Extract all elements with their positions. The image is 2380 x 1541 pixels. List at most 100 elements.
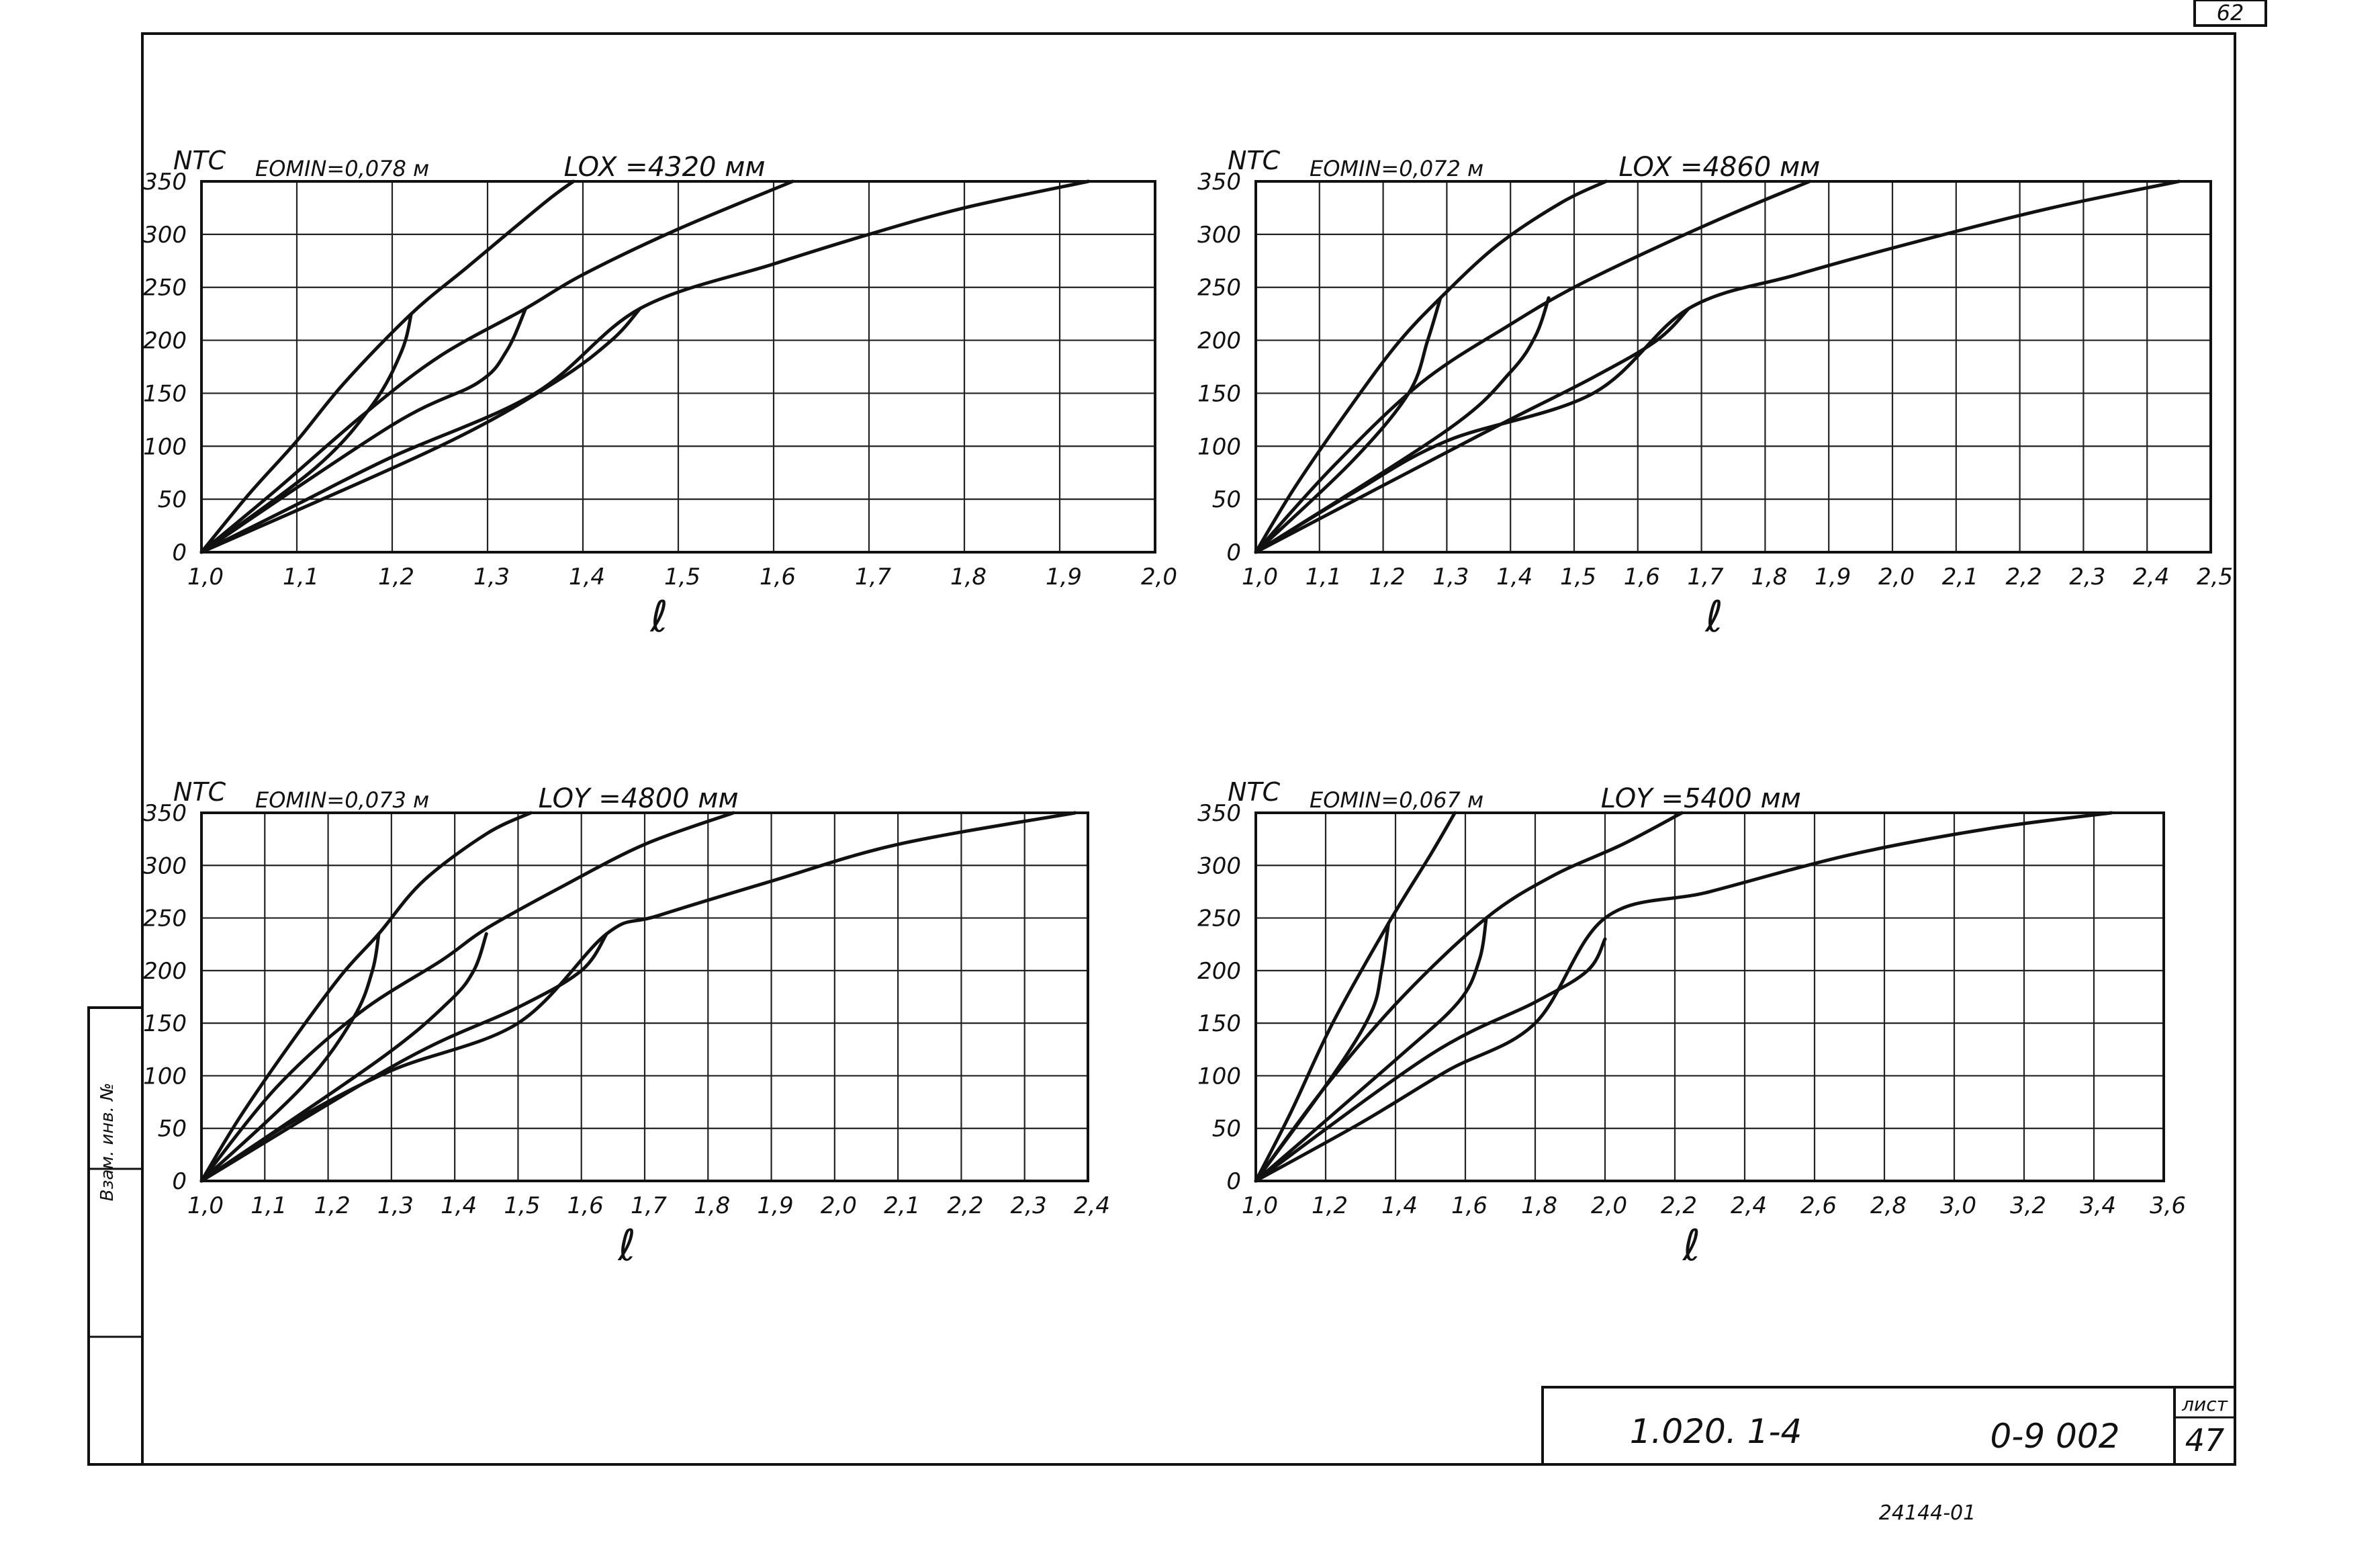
x-tick-label: 1,6	[1451, 1192, 1488, 1219]
x-tick-label: 1,8	[694, 1192, 730, 1219]
x-tick-label: 1,8	[1521, 1192, 1557, 1219]
x-tick-label: 1,4	[441, 1192, 477, 1219]
y-tick-label: 150	[143, 1010, 187, 1037]
side-note: Взам. инв. №	[97, 1083, 118, 1202]
length-label: LOX =4320 мм	[564, 152, 766, 183]
x-tick-label: 1,4	[1381, 1192, 1418, 1219]
x-tick-label: 1,6	[760, 564, 796, 590]
side-strip	[87, 1006, 144, 1466]
x-tick-label: 1,1	[283, 564, 319, 590]
stamp-document-number: 0-9 002	[1990, 1417, 2120, 1456]
x-tick-label: 1,7	[631, 1192, 667, 1219]
x-axis-label: ℓ	[617, 1221, 635, 1271]
series-line-4	[199, 932, 381, 1183]
y-tick-label: 300	[1197, 852, 1241, 879]
series-line-3	[1254, 811, 2113, 1183]
series-line-5	[199, 932, 488, 1183]
y-tick-label: 100	[1197, 433, 1241, 460]
length-label: LOY =4800 мм	[539, 783, 739, 814]
y-tick-label: 350	[143, 169, 187, 195]
y-tick-label: 50	[158, 486, 187, 513]
x-tick-label: 1,7	[1688, 564, 1724, 590]
y-tick-label: 0	[172, 1168, 187, 1195]
x-tick-label: 1,6	[567, 1192, 604, 1219]
x-tick-label: 1,5	[504, 1192, 540, 1219]
series-line-3	[199, 179, 1091, 554]
stamp-sheet-label: лист	[2181, 1393, 2228, 1415]
y-tick-label: 250	[143, 275, 187, 302]
emin-label: EOMIN=0,073 м	[255, 787, 429, 813]
y-tick-label: 0	[172, 539, 187, 566]
series-line-4	[199, 312, 413, 554]
stamp-code: 1.020. 1-4	[1630, 1412, 1802, 1451]
x-tick-label: 2,6	[1800, 1192, 1837, 1219]
emin-label: EOMIN=0,067 м	[1310, 787, 1483, 813]
y-tick-label: 300	[1197, 222, 1241, 249]
x-axis-label: ℓ	[1682, 1221, 1700, 1271]
x-tick-label: 2,3	[1011, 1192, 1047, 1219]
x-tick-label: 2,0	[1591, 1192, 1627, 1219]
series-line-6	[199, 306, 642, 554]
chart-loy-5400: 1,0 1,2 1,4 1,6 1,8 2,0 2,2 2,4 2,6 2,8 3,0 3,2 3,4 3…	[1197, 777, 2186, 1271]
x-tick-label: 1,3	[473, 564, 510, 590]
x-tick-label: 1,7	[855, 564, 891, 590]
chart-lox-4320: 1,0 1,1 1,2 1,3 1,4 1,5 1,6 1,7 1,8 1,9 2,0 0 50 100 1…	[143, 146, 1177, 642]
x-tick-label: 1,5	[1560, 564, 1596, 590]
x-tick-label: 1,4	[1496, 564, 1532, 590]
plot-area	[200, 180, 1156, 554]
grid	[1254, 811, 2165, 1182]
y-axis-label: NТС	[1228, 777, 1281, 807]
y-tick-label: 150	[143, 380, 187, 407]
series-line-5	[199, 306, 528, 554]
x-tick-label: 1,8	[950, 564, 987, 590]
x-tick-label: 2,2	[1661, 1192, 1697, 1219]
plot-area	[200, 811, 1089, 1182]
x-tick-label: 2,4	[1074, 1192, 1110, 1219]
x-tick-label: 2,3	[2069, 564, 2105, 590]
y-tick-label: 300	[143, 852, 187, 879]
y-tick-label: 250	[1197, 275, 1241, 302]
drawing-frame	[141, 32, 2236, 1466]
y-tick-label: 100	[143, 433, 187, 460]
x-tick-label: 2,4	[1731, 1192, 1767, 1219]
grid	[1254, 180, 2212, 554]
y-tick-label: 350	[143, 800, 187, 827]
chart-lox-4860: 1,0 1,1 1,2 1,3 1,4 1,5 1,6 1,7 1,8 1,9 2,0 2,1 2,2 2…	[1197, 146, 2233, 642]
plot-area	[1254, 180, 2212, 554]
stamp-sheet-number: 47	[2185, 1422, 2225, 1458]
emin-label: EOMIN=0,078 м	[255, 156, 429, 181]
y-tick-label: 200	[1197, 328, 1241, 355]
x-tick-label: 1,1	[1306, 564, 1342, 590]
x-tick-label: 1,0	[187, 1192, 224, 1219]
series-line-2	[199, 179, 794, 554]
title-stamp: 1.020. 1-4 0-9 002 лист 47	[1541, 1386, 2236, 1466]
series-line-2	[199, 811, 735, 1183]
x-tick-label: 2,1	[1942, 564, 1978, 590]
y-tick-label: 50	[158, 1116, 187, 1143]
x-tick-label: 1,0	[1242, 1192, 1278, 1219]
x-tick-label: 2,5	[2197, 564, 2233, 590]
series-line-6	[199, 932, 608, 1183]
series-line-6	[1254, 306, 1691, 554]
y-tick-label: 200	[143, 958, 187, 985]
y-tick-label: 100	[143, 1063, 187, 1090]
x-tick-label: 1,9	[1815, 564, 1851, 590]
series-line-1	[199, 179, 576, 554]
series-line-5	[1254, 916, 1488, 1183]
y-tick-label: 0	[1226, 1168, 1241, 1195]
y-tick-label: 300	[143, 222, 187, 249]
y-tick-label: 150	[1197, 380, 1241, 407]
y-tick-label: 100	[1197, 1063, 1241, 1090]
x-axis-label: ℓ	[649, 592, 668, 642]
y-tick-label: 200	[143, 328, 187, 355]
x-axis-label: ℓ	[1704, 592, 1723, 642]
series-line-1	[1254, 179, 1608, 554]
grid	[200, 811, 1089, 1182]
x-tick-label: 3,2	[2010, 1192, 2046, 1219]
y-tick-label: 250	[1197, 906, 1241, 932]
plot-area	[1254, 811, 2165, 1182]
series-line-3	[1254, 179, 2181, 554]
y-tick-label: 0	[1226, 539, 1241, 566]
x-tick-label: 2,0	[1878, 564, 1915, 590]
